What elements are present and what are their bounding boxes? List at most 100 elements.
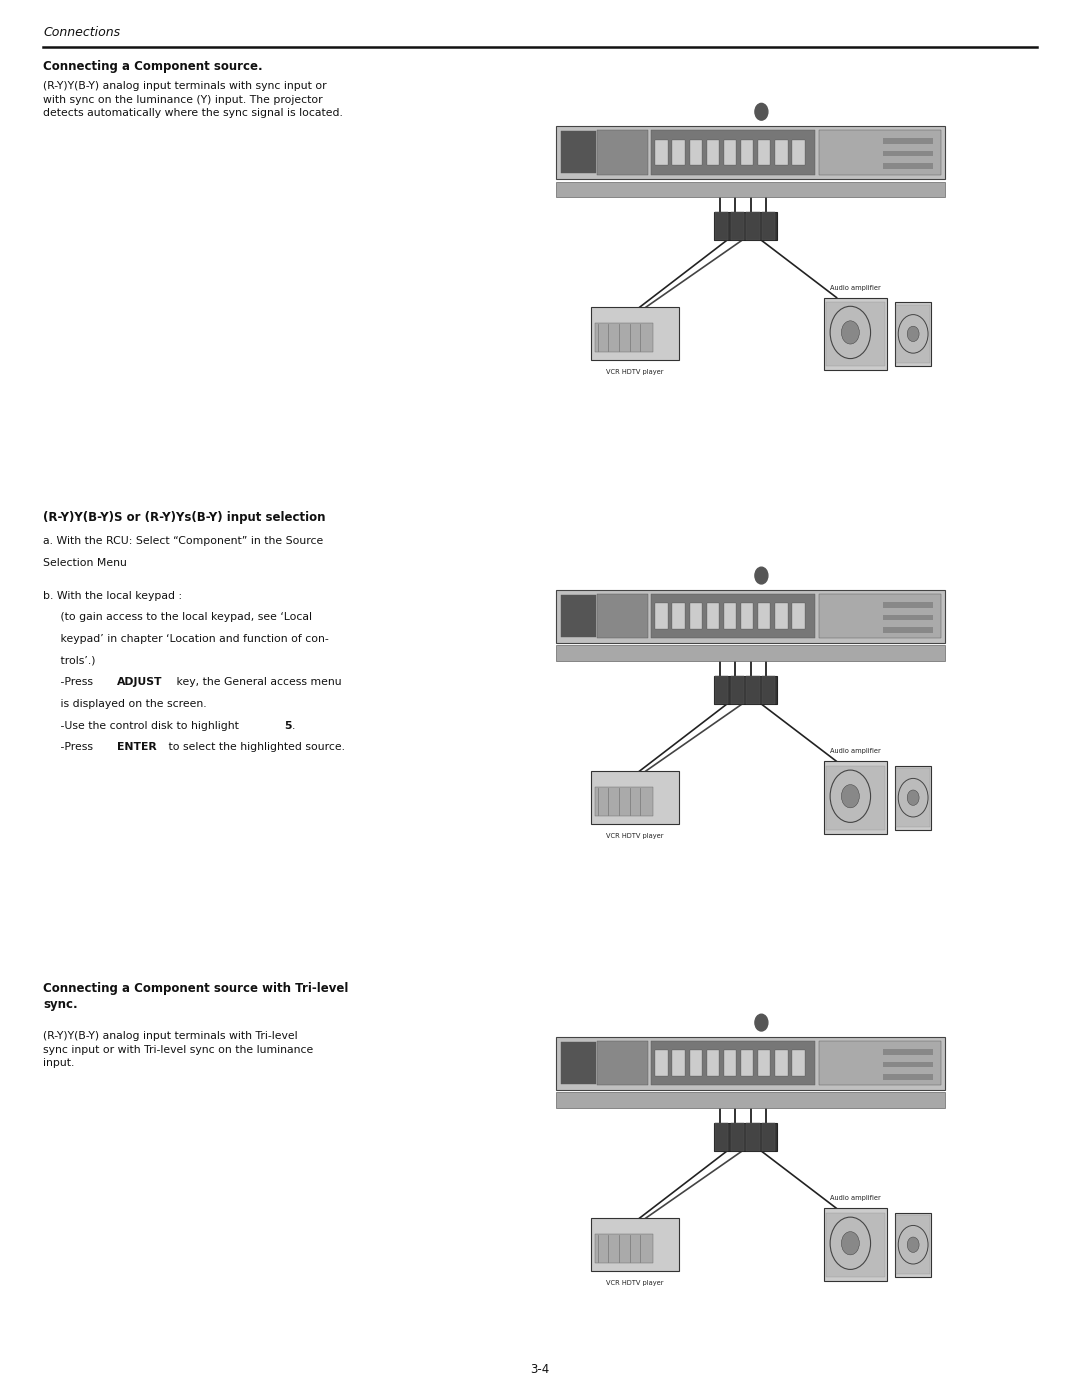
Bar [673,604,685,629]
Bar [819,594,941,638]
Bar [673,1051,685,1076]
Circle shape [755,1014,768,1031]
Bar [775,604,787,629]
Bar [656,604,667,629]
Bar [561,595,595,637]
Bar [706,604,719,629]
Bar [882,1049,933,1055]
Bar [762,212,775,240]
Text: b. With the local keypad :: b. With the local keypad : [43,591,183,601]
Bar [826,1213,885,1277]
Bar [595,323,652,352]
Bar [758,140,770,165]
Bar [758,604,770,629]
Text: 5: 5 [284,721,292,731]
Bar [591,307,679,360]
Circle shape [907,326,919,342]
Bar [561,131,595,173]
Bar [746,212,760,240]
Bar [882,1062,933,1067]
Bar [882,602,933,608]
Text: .: . [292,721,295,731]
Text: key, the General access menu: key, the General access menu [173,678,341,687]
Bar [724,140,737,165]
Circle shape [755,567,768,584]
Bar [724,1051,737,1076]
Bar [775,1051,787,1076]
Text: Audio amplifier: Audio amplifier [831,749,880,754]
Text: Audio amplifier: Audio amplifier [831,285,880,291]
Text: ADJUST: ADJUST [117,678,162,687]
Bar [793,140,805,165]
Bar [595,787,652,816]
Bar [730,676,744,704]
Bar [714,676,777,704]
Bar [651,594,814,638]
Text: Selection Menu: Selection Menu [43,557,127,569]
Bar [556,1037,945,1090]
Bar [556,590,945,643]
Text: ENTER: ENTER [117,742,157,752]
Circle shape [841,785,860,807]
Bar [597,594,648,638]
Bar [896,1215,930,1274]
Bar [826,766,885,830]
Bar [895,766,931,830]
Bar [715,676,728,704]
Bar [882,615,933,620]
Bar [793,1051,805,1076]
Bar [746,1123,760,1151]
Text: -Press: -Press [43,678,97,687]
Bar [882,138,933,144]
Bar [706,140,719,165]
Bar [724,604,737,629]
Bar [762,676,775,704]
Bar [656,140,667,165]
Bar [730,1123,744,1151]
Circle shape [755,103,768,120]
Bar [556,182,945,197]
Bar [706,1051,719,1076]
Bar [819,1041,941,1085]
Bar [896,305,930,363]
Bar [689,604,702,629]
Bar [730,212,744,240]
Bar [651,130,814,175]
Bar [882,1074,933,1080]
Text: Connections: Connections [43,27,120,39]
Text: 3-4: 3-4 [530,1362,550,1376]
Bar [882,163,933,169]
Bar [556,126,945,179]
Bar [824,761,887,834]
Bar [824,298,887,370]
Circle shape [841,321,860,344]
Bar [819,130,941,175]
Bar [741,140,754,165]
Bar [762,1123,775,1151]
Bar [896,768,930,827]
Text: keypad’ in chapter ‘Location and function of con-: keypad’ in chapter ‘Location and functio… [43,634,329,644]
Text: VCR HDTV player: VCR HDTV player [606,1280,664,1285]
Bar [741,1051,754,1076]
Bar [595,1234,652,1263]
Bar [715,1123,728,1151]
Bar [895,302,931,366]
Bar [597,1041,648,1085]
Text: (R-Y)Y(B-Y) analog input terminals with Tri-level
sync input or with Tri-level s: (R-Y)Y(B-Y) analog input terminals with … [43,1031,313,1069]
Text: VCR HDTV player: VCR HDTV player [606,833,664,838]
Bar [882,627,933,633]
Bar [561,1042,595,1084]
Bar [556,645,945,661]
Text: (R-Y)Y(B-Y) analog input terminals with sync input or
with sync on the luminance: (R-Y)Y(B-Y) analog input terminals with … [43,81,343,119]
Text: is displayed on the screen.: is displayed on the screen. [43,698,207,708]
Text: trols’.): trols’.) [43,655,96,665]
Text: (to gain access to the local keypad, see ‘Local: (to gain access to the local keypad, see… [43,612,312,622]
Bar [556,1092,945,1108]
Bar [591,771,679,824]
Bar [714,1123,777,1151]
Bar [882,151,933,156]
Bar [758,1051,770,1076]
Circle shape [841,1232,860,1255]
Bar [775,140,787,165]
Text: to select the highlighted source.: to select the highlighted source. [165,742,346,752]
